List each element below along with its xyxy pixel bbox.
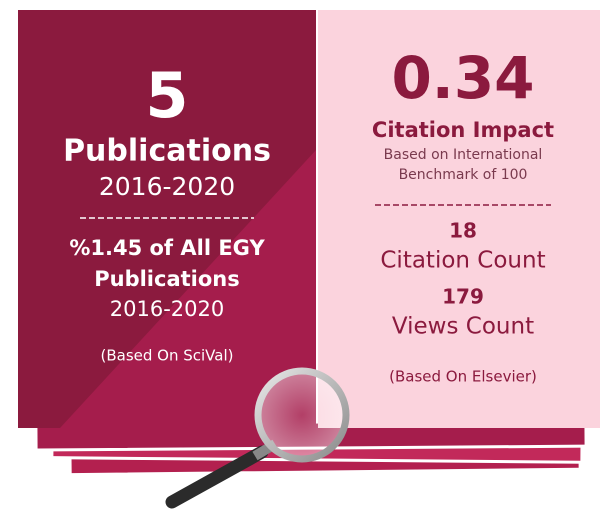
stat-value: 18 xyxy=(449,219,477,243)
publication-count: 5 xyxy=(145,59,188,132)
publication-label: Publications xyxy=(63,134,271,169)
stat-value: 179 xyxy=(442,285,484,309)
share-period: 2016-2020 xyxy=(110,297,224,321)
share-line: %1.45 of All EGY xyxy=(69,236,265,260)
impact-label: Citation Impact xyxy=(372,118,554,142)
stat-label: Views Count xyxy=(392,314,534,340)
stat-label: Citation Count xyxy=(380,248,545,274)
period: 2016-2020 xyxy=(99,172,235,201)
source: (Based On Elsevier) xyxy=(389,368,537,386)
impact-note: Based on International xyxy=(384,147,543,163)
impact-note: Benchmark of 100 xyxy=(399,167,528,183)
impact-value: 0.34 xyxy=(391,44,534,112)
infographic: 5 Publications 2016-2020 %1.45 of All EG… xyxy=(0,0,605,515)
source: (Based On SciVal) xyxy=(101,347,234,365)
share-line: Publications xyxy=(94,267,240,291)
